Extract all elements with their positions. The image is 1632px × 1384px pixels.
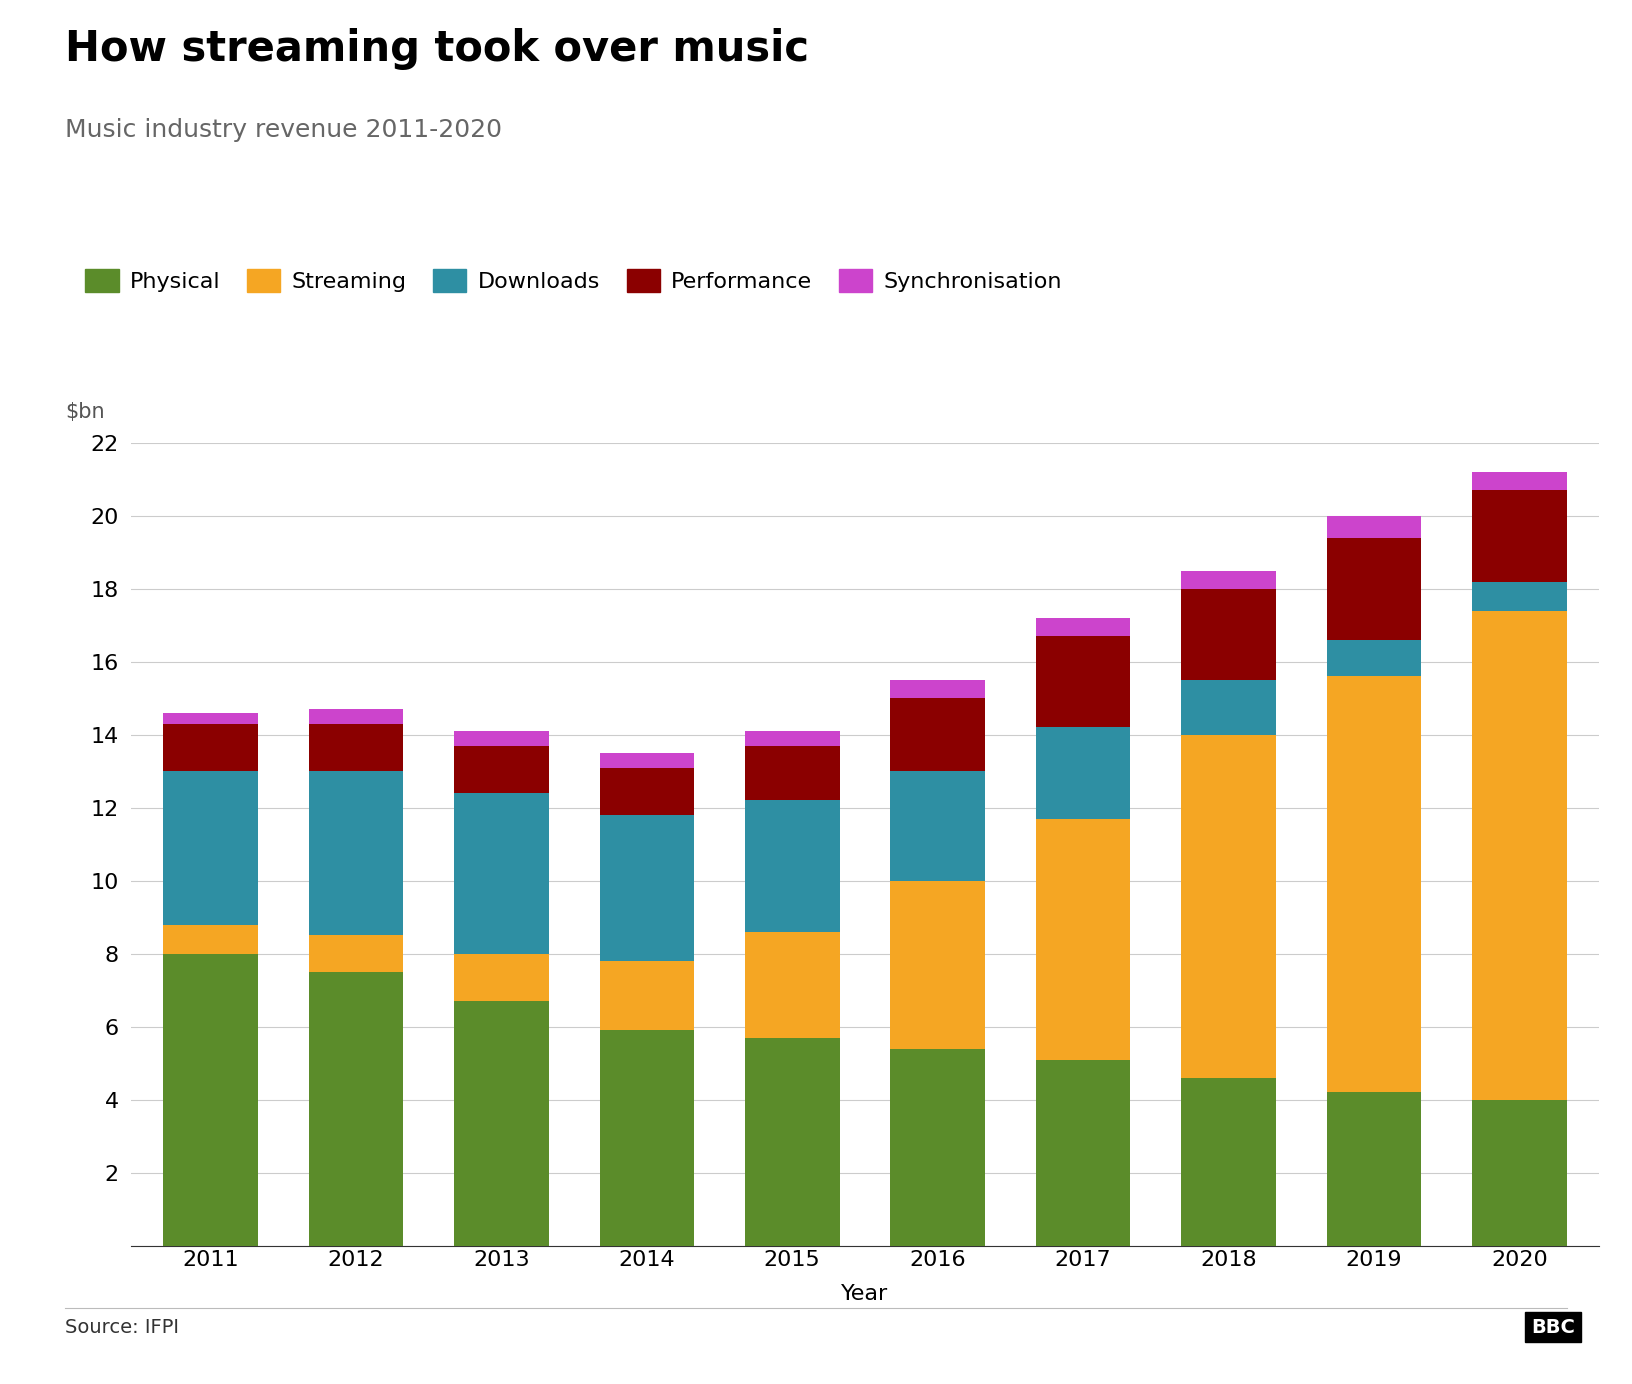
Bar <box>599 768 694 815</box>
Bar <box>1036 619 1131 637</box>
Bar <box>163 713 258 724</box>
Bar <box>744 1038 839 1246</box>
Text: BBC: BBC <box>1531 1318 1575 1337</box>
Text: Music industry revenue 2011-2020: Music industry revenue 2011-2020 <box>65 118 503 141</box>
Bar <box>744 800 839 931</box>
Bar <box>891 880 986 1049</box>
Bar <box>744 931 839 1038</box>
Bar <box>454 1001 548 1246</box>
Bar <box>1036 637 1131 728</box>
Bar <box>454 746 548 793</box>
Bar <box>891 771 986 880</box>
Bar <box>308 724 403 771</box>
Legend: Physical, Streaming, Downloads, Performance, Synchronisation: Physical, Streaming, Downloads, Performa… <box>77 260 1071 300</box>
Bar <box>1182 1078 1276 1246</box>
Bar <box>163 771 258 925</box>
Bar <box>599 1030 694 1246</box>
Bar <box>308 709 403 724</box>
Text: Source: IFPI: Source: IFPI <box>65 1318 180 1337</box>
Bar <box>1036 1060 1131 1246</box>
Bar <box>454 793 548 954</box>
Bar <box>1472 1100 1567 1246</box>
Bar <box>163 724 258 771</box>
Bar <box>1182 588 1276 680</box>
Bar <box>599 753 694 768</box>
Bar <box>891 1049 986 1246</box>
Bar <box>1327 677 1421 1092</box>
Bar <box>1327 516 1421 538</box>
Bar <box>891 699 986 771</box>
Bar <box>1327 538 1421 639</box>
Bar <box>1182 680 1276 735</box>
Bar <box>1182 570 1276 588</box>
Bar <box>1182 735 1276 1078</box>
Bar <box>308 771 403 936</box>
Bar <box>744 731 839 746</box>
Bar <box>1036 728 1131 819</box>
Bar <box>599 815 694 960</box>
Text: $bn: $bn <box>65 403 104 422</box>
Bar <box>308 972 403 1246</box>
X-axis label: Year: Year <box>842 1284 888 1304</box>
Bar <box>454 731 548 746</box>
Bar <box>454 954 548 1001</box>
Bar <box>1036 819 1131 1060</box>
Bar <box>1327 1092 1421 1246</box>
Bar <box>163 954 258 1246</box>
Bar <box>599 960 694 1030</box>
Bar <box>744 746 839 800</box>
Bar <box>1472 581 1567 610</box>
Bar <box>1472 610 1567 1100</box>
Bar <box>891 680 986 699</box>
Bar <box>1472 472 1567 490</box>
Bar <box>163 925 258 954</box>
Bar <box>1327 639 1421 677</box>
Text: How streaming took over music: How streaming took over music <box>65 28 809 69</box>
Bar <box>308 936 403 972</box>
Bar <box>1472 490 1567 581</box>
